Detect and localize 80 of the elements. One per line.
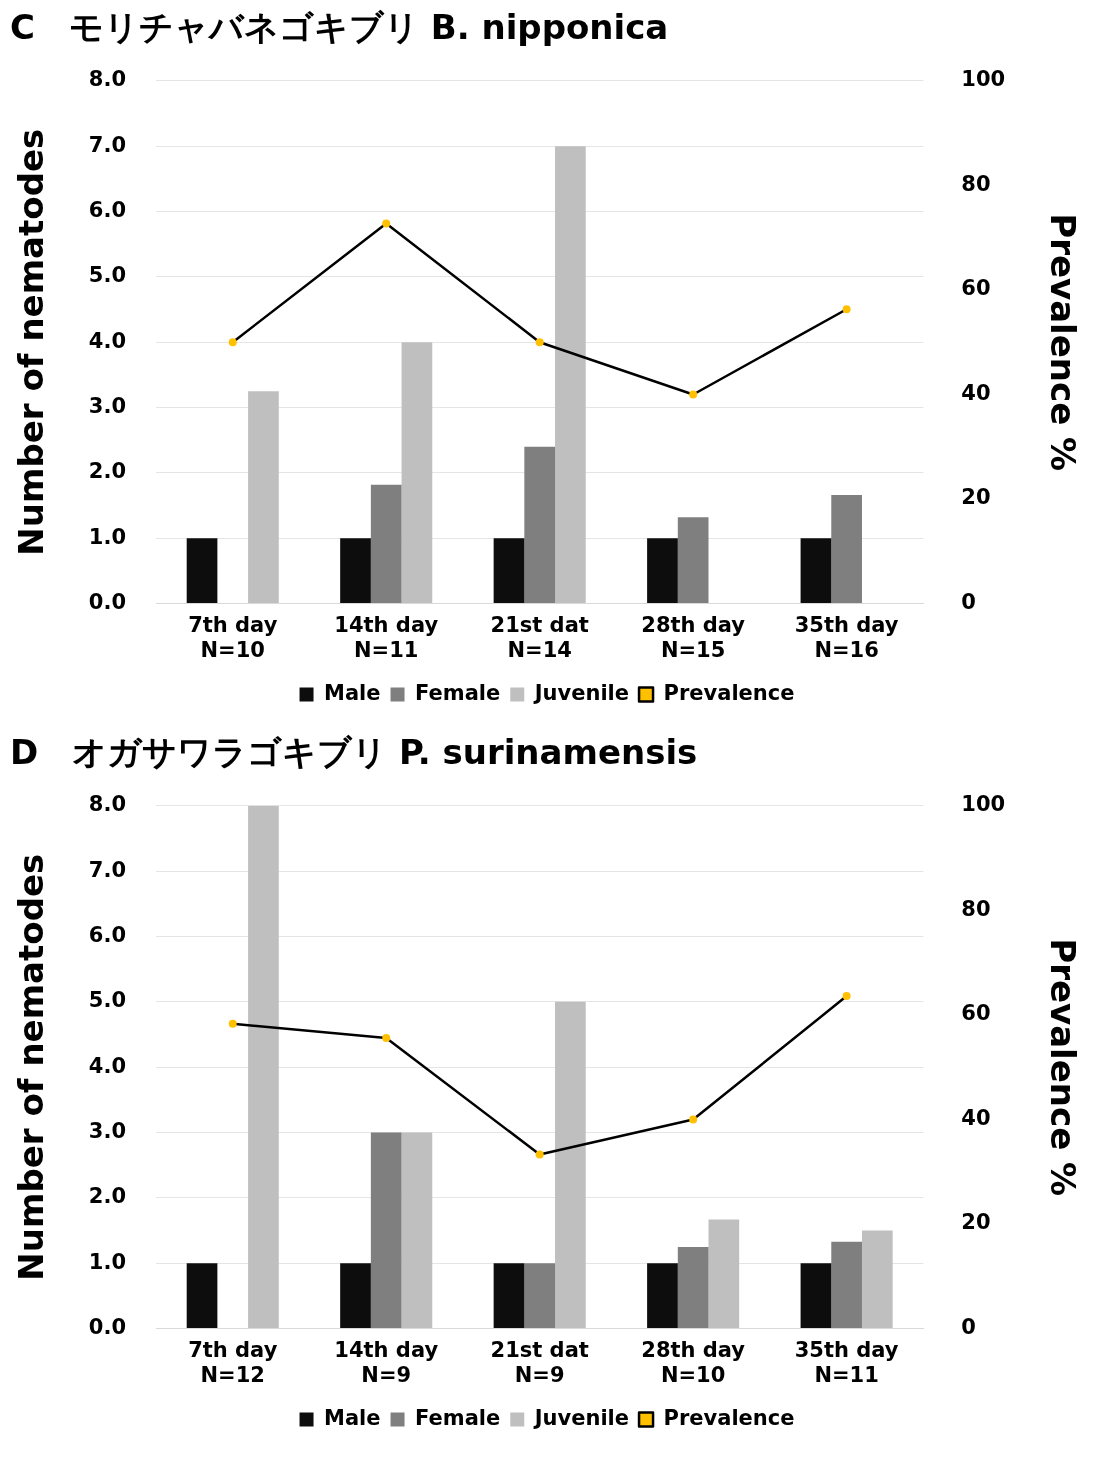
- bar: [401, 342, 433, 604]
- y2-tick-label: 60: [961, 276, 991, 301]
- y-tick-label: 5.0: [88, 263, 126, 288]
- x-tick-label: 14th day N=11: [334, 612, 439, 662]
- bar: [831, 1241, 862, 1329]
- y-tick-label: 6.0: [88, 922, 126, 947]
- x-tick-label: 14th day N=9: [334, 1337, 439, 1387]
- y-tick-label: 3.0: [88, 394, 126, 418]
- bar: [647, 1263, 678, 1329]
- y-tick-label: 7.0: [88, 132, 126, 157]
- bar: [708, 1219, 740, 1329]
- bar: [800, 1263, 832, 1329]
- bar: [555, 146, 586, 604]
- y-tick-label: 3.0: [88, 1119, 126, 1143]
- legend-label: Male: [324, 680, 381, 705]
- chart-title: D オガサワラゴキブリ P. surinamensis: [10, 732, 698, 773]
- x-tick-label: 7th day N=10: [188, 612, 278, 662]
- y-tick-label: 2.0: [88, 1184, 126, 1209]
- y-tick-label: 7.0: [88, 857, 126, 882]
- legend-label: Prevalence: [663, 1405, 795, 1430]
- x-tick-label: 28th day N=10: [641, 1337, 746, 1387]
- y-tick-label: 0.0: [88, 1315, 126, 1340]
- legend-label: Prevalence: [663, 680, 795, 705]
- y2-tick-label: 100: [961, 67, 1006, 92]
- y2-tick-label: 40: [961, 380, 991, 405]
- y2-tick-label: 0: [961, 1315, 976, 1340]
- x-tick-label: 21st dat N=9: [490, 1337, 589, 1387]
- bar: [861, 1230, 893, 1329]
- bar: [524, 446, 556, 604]
- bar: [524, 1263, 556, 1329]
- y2-tick-label: 80: [961, 171, 991, 196]
- y-tick-label: 4.0: [88, 1053, 126, 1078]
- y-tick-label: 1.0: [88, 1249, 126, 1274]
- bar: [401, 1132, 433, 1329]
- y2-tick-label: 20: [961, 1210, 991, 1235]
- bar: [555, 1001, 586, 1329]
- legend-label: Female: [415, 1405, 501, 1430]
- y-axis-title: Number of nematodes: [11, 128, 52, 556]
- bar: [677, 1246, 709, 1329]
- bar: [340, 1263, 371, 1329]
- bar: [340, 538, 371, 604]
- y-axis-title: Number of nematodes: [11, 853, 52, 1281]
- y2-axis-title: Prevalence %: [1042, 213, 1083, 472]
- x-tick-label: 35th day N=11: [794, 1337, 899, 1387]
- chart-title: C モリチャバネゴキブリ B. nipponica: [10, 7, 669, 48]
- bar: [677, 517, 709, 604]
- bar: [186, 1263, 218, 1329]
- y2-tick-label: 40: [961, 1105, 991, 1130]
- y-tick-label: 2.0: [88, 459, 126, 484]
- bar: [493, 1263, 525, 1329]
- x-tick-label: 35th day N=16: [794, 612, 899, 662]
- bar: [831, 495, 862, 604]
- legend-label: Juvenile: [532, 1405, 630, 1430]
- bar: [248, 391, 279, 604]
- y-tick-label: 0.0: [88, 590, 126, 615]
- legend-label: Female: [415, 680, 501, 705]
- legend-label: Juvenile: [532, 680, 630, 705]
- bar: [186, 538, 218, 604]
- x-tick-label: 7th day N=12: [188, 1337, 278, 1387]
- x-tick-label: 21st dat N=14: [490, 612, 589, 662]
- bar: [647, 538, 678, 604]
- bar: [248, 805, 279, 1329]
- y2-tick-label: 100: [961, 792, 1006, 817]
- y-tick-label: 1.0: [88, 524, 126, 549]
- y-tick-label: 8.0: [88, 792, 126, 817]
- x-tick-label: 28th day N=15: [641, 612, 746, 662]
- y-tick-label: 4.0: [88, 328, 126, 353]
- bar: [370, 484, 402, 604]
- legend-label: Male: [324, 1405, 381, 1430]
- y2-axis-title: Prevalence %: [1042, 938, 1083, 1197]
- bar: [493, 538, 525, 604]
- bar: [800, 538, 832, 604]
- y2-tick-label: 80: [961, 896, 991, 921]
- y-tick-label: 6.0: [88, 197, 126, 222]
- y-tick-label: 5.0: [88, 988, 126, 1013]
- bar: [370, 1132, 402, 1329]
- y2-tick-label: 60: [961, 1001, 991, 1026]
- y2-tick-label: 0: [961, 590, 976, 615]
- y-tick-label: 8.0: [88, 67, 126, 92]
- y2-tick-label: 20: [961, 485, 991, 510]
